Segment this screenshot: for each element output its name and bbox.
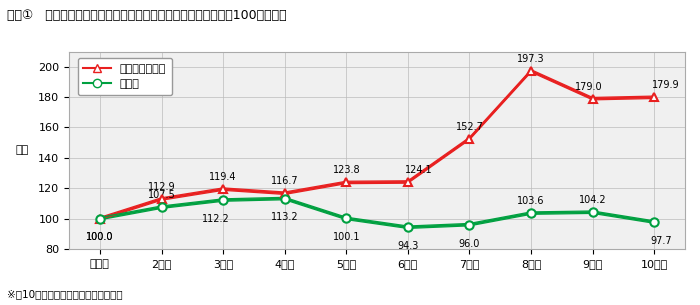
- Text: 103.6: 103.6: [517, 196, 545, 206]
- Text: 112.9: 112.9: [148, 182, 175, 192]
- Text: 119.4: 119.4: [209, 172, 237, 182]
- Text: 96.0: 96.0: [458, 239, 480, 249]
- Text: 152.7: 152.7: [456, 122, 484, 132]
- Text: 107.5: 107.5: [148, 190, 176, 200]
- Text: 100.0: 100.0: [86, 232, 113, 242]
- Text: 116.7: 116.7: [271, 176, 298, 186]
- Text: 179.0: 179.0: [575, 82, 602, 92]
- Text: 124.1: 124.1: [405, 165, 433, 175]
- Legend: 通信・放送産業, 全産業: 通信・放送産業, 全産業: [78, 58, 172, 95]
- Text: 112.2: 112.2: [202, 214, 230, 224]
- Text: 図表①   通信・放送産業と全産業の設備投賄額の推移（元年度を100とする）: 図表① 通信・放送産業と全産業の設備投賄額の推移（元年度を100とする）: [7, 9, 286, 22]
- Text: 100.0: 100.0: [86, 232, 113, 242]
- Text: 100.1: 100.1: [332, 232, 360, 242]
- Text: 197.3: 197.3: [517, 54, 545, 64]
- Text: 104.2: 104.2: [579, 195, 606, 205]
- Text: 179.9: 179.9: [652, 80, 679, 90]
- Text: 97.7: 97.7: [650, 236, 672, 246]
- Text: 113.2: 113.2: [271, 212, 298, 222]
- Text: 94.3: 94.3: [397, 241, 419, 251]
- Y-axis label: 指数: 指数: [15, 145, 28, 155]
- Text: ※　10年度は修正計画額による指数。: ※ 10年度は修正計画額による指数。: [7, 289, 122, 299]
- Text: 123.8: 123.8: [332, 166, 360, 175]
